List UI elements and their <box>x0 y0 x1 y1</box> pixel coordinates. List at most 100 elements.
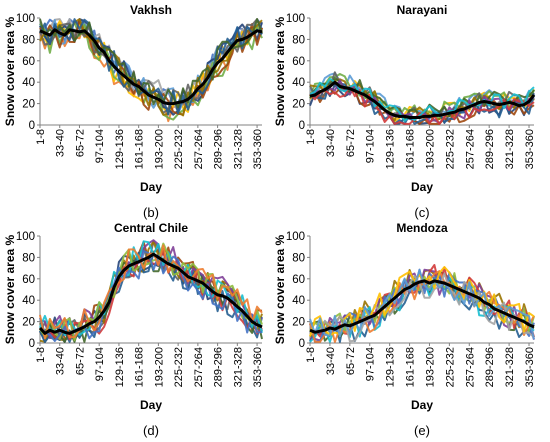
y-tick-label: 100 <box>286 13 305 25</box>
chart-title: Central Chile <box>114 221 188 235</box>
y-tick-label: 20 <box>292 317 305 329</box>
x-tick-label: 33-40 <box>55 129 67 157</box>
x-tick-label: 129-136 <box>385 347 397 387</box>
panel-label: (d) <box>143 423 159 438</box>
x-tick-label: 97-104 <box>94 129 106 163</box>
chart-panel-4: 0 20 40 60 80 100 1-8 33-40 65-72 97-104 129-136 16… <box>273 221 536 438</box>
y-tick-label: 0 <box>299 120 305 132</box>
x-tick-label: 321-328 <box>504 347 516 387</box>
y-tick-label: 80 <box>22 34 35 46</box>
panel-label: (e) <box>414 423 430 438</box>
y-tick-label: 40 <box>292 77 305 89</box>
y-tick-label: 80 <box>22 252 35 264</box>
x-axis-title: Day <box>411 180 433 194</box>
x-tick-label: 289-296 <box>213 129 225 169</box>
y-tick-label: 40 <box>292 295 305 307</box>
x-tick-label: 97-104 <box>94 347 106 381</box>
year-series-line <box>39 18 263 114</box>
y-tick-label: 100 <box>16 231 35 243</box>
x-tick-label: 193-200 <box>153 347 165 387</box>
x-tick-label: 353-360 <box>252 129 264 169</box>
x-tick-label: 129-136 <box>114 129 126 169</box>
x-tick-label: 65-72 <box>345 347 357 375</box>
y-tick-label: 80 <box>292 252 305 264</box>
y-tick-label: 0 <box>299 338 305 350</box>
y-axis-title: Snow cover area % <box>273 16 287 126</box>
y-tick-label: 20 <box>292 99 305 111</box>
x-axis-title: Day <box>411 398 433 412</box>
y-tick-label: 40 <box>22 295 35 307</box>
y-tick-label: 40 <box>22 77 35 89</box>
x-tick-label: 321-328 <box>232 347 244 387</box>
x-tick-label: 193-200 <box>153 129 165 169</box>
y-tick-label: 60 <box>292 274 305 286</box>
x-tick-label: 33-40 <box>325 347 337 375</box>
x-tick-label: 321-328 <box>504 129 516 169</box>
mean-series-line <box>309 80 536 119</box>
x-tick-label: 193-200 <box>424 129 436 169</box>
x-tick-label: 257-264 <box>464 129 476 169</box>
year-series-line <box>309 272 535 343</box>
x-tick-label: 257-264 <box>193 129 205 169</box>
y-tick-label: 0 <box>29 120 35 132</box>
panel-label: (c) <box>414 205 429 220</box>
x-tick-label: 193-200 <box>424 347 436 387</box>
x-tick-label: 161-168 <box>405 129 417 169</box>
mean-series-line <box>309 279 535 334</box>
x-tick-label: 129-136 <box>385 129 397 169</box>
x-tick-label: 1-8 <box>305 347 317 363</box>
y-tick-label: 100 <box>16 13 35 25</box>
x-axis-title: Day <box>140 398 162 412</box>
x-tick-label: 65-72 <box>345 129 357 157</box>
yearly-series-group <box>309 264 535 343</box>
x-tick-label: 225-232 <box>173 347 185 387</box>
x-tick-label: 353-360 <box>524 347 536 387</box>
chart-title: Mendoza <box>396 221 448 235</box>
y-tick-label: 60 <box>292 56 305 68</box>
y-tick-label: 20 <box>22 317 35 329</box>
x-tick-label: 97-104 <box>365 129 377 163</box>
x-tick-label: 353-360 <box>252 347 264 387</box>
x-tick-label: 1-8 <box>35 347 47 363</box>
yearly-series-group <box>39 18 263 123</box>
y-tick-label: 60 <box>22 56 35 68</box>
chart-panel-1: 0 20 40 60 80 100 1-8 33-40 65-72 97-104 129-136 16… <box>3 3 264 220</box>
x-tick-label: 225-232 <box>444 347 456 387</box>
x-tick-label: 1-8 <box>305 129 317 145</box>
x-tick-label: 33-40 <box>55 347 67 375</box>
x-tick-label: 33-40 <box>325 129 337 157</box>
y-axis-title: Snow cover area % <box>3 234 17 344</box>
x-tick-label: 289-296 <box>484 347 496 387</box>
x-tick-label: 161-168 <box>134 129 146 169</box>
x-tick-label: 65-72 <box>74 347 86 375</box>
x-tick-label: 65-72 <box>74 129 86 157</box>
x-tick-label: 289-296 <box>213 347 225 387</box>
x-tick-label: 129-136 <box>114 347 126 387</box>
x-tick-label: 353-360 <box>524 129 536 169</box>
x-tick-label: 257-264 <box>464 347 476 387</box>
x-tick-label: 289-296 <box>484 129 496 169</box>
y-tick-label: 20 <box>22 99 35 111</box>
chart-title: Narayani <box>397 3 448 17</box>
x-tick-label: 1-8 <box>35 129 47 145</box>
x-axis-title: Day <box>140 180 162 194</box>
y-tick-label: 100 <box>286 231 305 243</box>
year-series-line <box>39 18 263 109</box>
mean-series-line <box>39 28 263 106</box>
panel-label: (b) <box>143 205 159 220</box>
y-tick-label: 0 <box>29 338 35 350</box>
y-axis-title: Snow cover area % <box>3 16 17 126</box>
x-tick-label: 161-168 <box>134 347 146 387</box>
x-tick-label: 257-264 <box>193 347 205 387</box>
x-tick-label: 161-168 <box>405 347 417 387</box>
x-tick-label: 321-328 <box>232 129 244 169</box>
y-axis-title: Snow cover area % <box>273 234 287 344</box>
y-tick-label: 60 <box>22 274 35 286</box>
chart-panel-2: 0 20 40 60 80 100 1-8 33-40 65-72 97-104 129-136 16… <box>273 3 536 220</box>
chart-panel-3: 0 20 40 60 80 100 1-8 33-40 65-72 97-104 129-136 16… <box>3 221 264 438</box>
x-tick-label: 225-232 <box>173 129 185 169</box>
x-tick-label: 225-232 <box>444 129 456 169</box>
year-series-line <box>39 244 263 340</box>
chart-title: Vakhsh <box>130 3 172 17</box>
